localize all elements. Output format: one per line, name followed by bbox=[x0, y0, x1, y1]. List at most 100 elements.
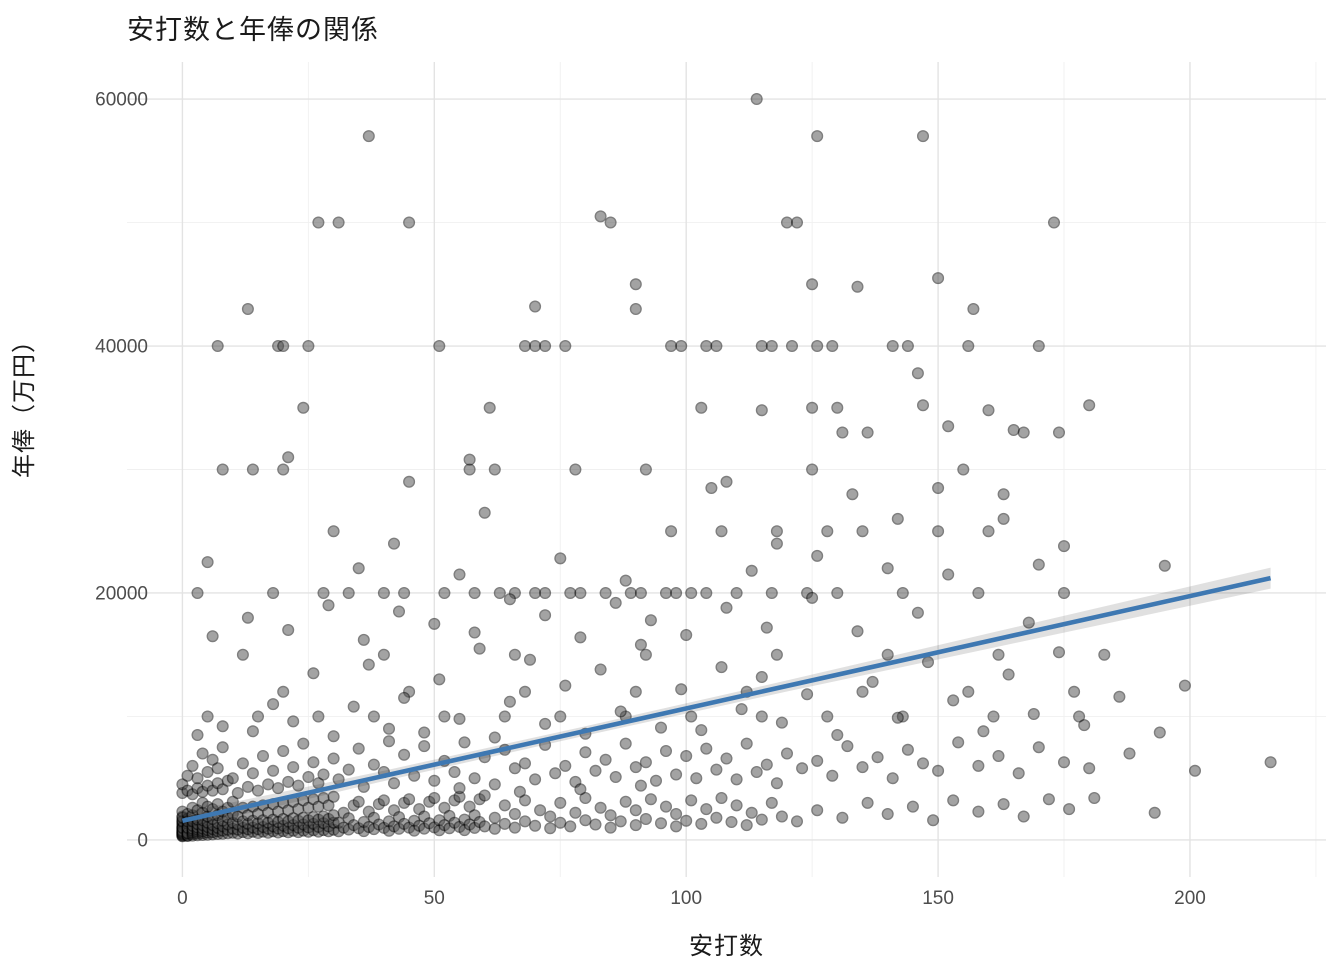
data-point bbox=[1057, 540, 1070, 553]
data-point bbox=[670, 587, 683, 600]
data-point bbox=[181, 769, 194, 782]
data-point bbox=[821, 710, 834, 723]
data-point bbox=[665, 525, 678, 538]
data-point bbox=[418, 740, 431, 753]
data-point bbox=[1017, 810, 1030, 823]
data-point bbox=[629, 303, 642, 316]
data-point bbox=[458, 736, 471, 749]
data-point bbox=[740, 819, 753, 832]
data-point bbox=[901, 340, 914, 353]
data-point bbox=[1002, 668, 1015, 681]
data-point bbox=[831, 587, 844, 600]
data-point bbox=[856, 525, 869, 538]
data-point bbox=[1083, 399, 1096, 412]
data-point bbox=[438, 587, 451, 600]
data-point bbox=[1123, 747, 1136, 760]
data-point bbox=[614, 705, 627, 718]
data-point bbox=[690, 772, 703, 785]
data-point bbox=[619, 795, 632, 808]
data-point bbox=[927, 814, 940, 827]
data-point bbox=[529, 773, 542, 786]
data-point bbox=[403, 475, 416, 488]
data-point bbox=[352, 742, 365, 755]
x-axis-tick-labels: 0 50 100 150 200 bbox=[177, 888, 1206, 909]
data-point bbox=[962, 685, 975, 698]
data-point bbox=[1078, 719, 1091, 732]
data-point bbox=[1057, 756, 1070, 769]
data-point bbox=[292, 779, 305, 792]
data-point bbox=[1178, 679, 1191, 692]
data-point bbox=[781, 747, 794, 760]
data-point bbox=[519, 815, 532, 828]
data-point bbox=[775, 716, 788, 729]
data-point bbox=[861, 426, 874, 439]
data-point bbox=[403, 216, 416, 229]
data-point bbox=[725, 816, 738, 829]
regression-layer bbox=[181, 567, 1272, 829]
data-point bbox=[700, 742, 713, 755]
data-point bbox=[660, 800, 673, 813]
data-point bbox=[483, 401, 496, 414]
y-tick-label: 60000 bbox=[95, 90, 148, 111]
data-point bbox=[398, 691, 411, 704]
data-point bbox=[639, 648, 652, 661]
x-tick-label: 200 bbox=[1174, 888, 1206, 909]
data-point bbox=[569, 806, 582, 819]
data-point bbox=[982, 404, 995, 417]
data-point bbox=[246, 767, 259, 780]
data-point bbox=[428, 774, 441, 787]
data-point bbox=[952, 736, 965, 749]
data-point bbox=[715, 792, 728, 805]
data-point bbox=[428, 617, 441, 630]
data-point bbox=[997, 798, 1010, 811]
data-point bbox=[549, 767, 562, 780]
data-point bbox=[715, 525, 728, 538]
data-point bbox=[478, 506, 491, 519]
data-point bbox=[695, 724, 708, 737]
data-point bbox=[765, 796, 778, 809]
data-point bbox=[685, 587, 698, 600]
data-point bbox=[579, 746, 592, 759]
data-point bbox=[997, 512, 1010, 525]
data-point bbox=[1068, 685, 1081, 698]
data-point bbox=[801, 688, 814, 701]
data-point bbox=[629, 804, 642, 817]
data-point bbox=[503, 695, 516, 708]
data-point bbox=[1052, 646, 1065, 659]
data-point bbox=[821, 525, 834, 538]
data-point bbox=[463, 463, 476, 476]
data-point bbox=[478, 789, 491, 802]
data-point bbox=[216, 783, 229, 796]
data-point bbox=[770, 648, 783, 661]
data-point bbox=[1027, 708, 1040, 721]
data-point bbox=[267, 587, 280, 600]
data-point bbox=[942, 420, 955, 433]
data-point bbox=[836, 426, 849, 439]
data-point bbox=[544, 822, 557, 835]
gridlines-major bbox=[127, 62, 1326, 877]
data-point bbox=[720, 475, 733, 488]
data-point bbox=[886, 772, 899, 785]
data-point bbox=[1188, 764, 1201, 777]
data-point bbox=[715, 661, 728, 674]
data-point bbox=[493, 587, 506, 600]
data-point bbox=[1032, 558, 1045, 571]
data-point bbox=[811, 549, 824, 562]
data-point bbox=[947, 694, 960, 707]
data-point bbox=[911, 367, 924, 380]
data-point bbox=[972, 587, 985, 600]
data-point bbox=[1063, 803, 1076, 816]
data-point bbox=[564, 820, 577, 833]
data-point bbox=[498, 710, 511, 723]
data-point bbox=[236, 648, 249, 661]
data-point bbox=[226, 795, 239, 808]
data-point bbox=[519, 685, 532, 698]
data-point bbox=[206, 630, 219, 643]
data-point bbox=[267, 764, 280, 777]
data-point bbox=[685, 794, 698, 807]
data-point bbox=[579, 814, 592, 827]
data-point bbox=[670, 820, 683, 833]
data-point bbox=[901, 743, 914, 756]
data-point bbox=[201, 556, 214, 569]
data-point bbox=[488, 822, 501, 835]
